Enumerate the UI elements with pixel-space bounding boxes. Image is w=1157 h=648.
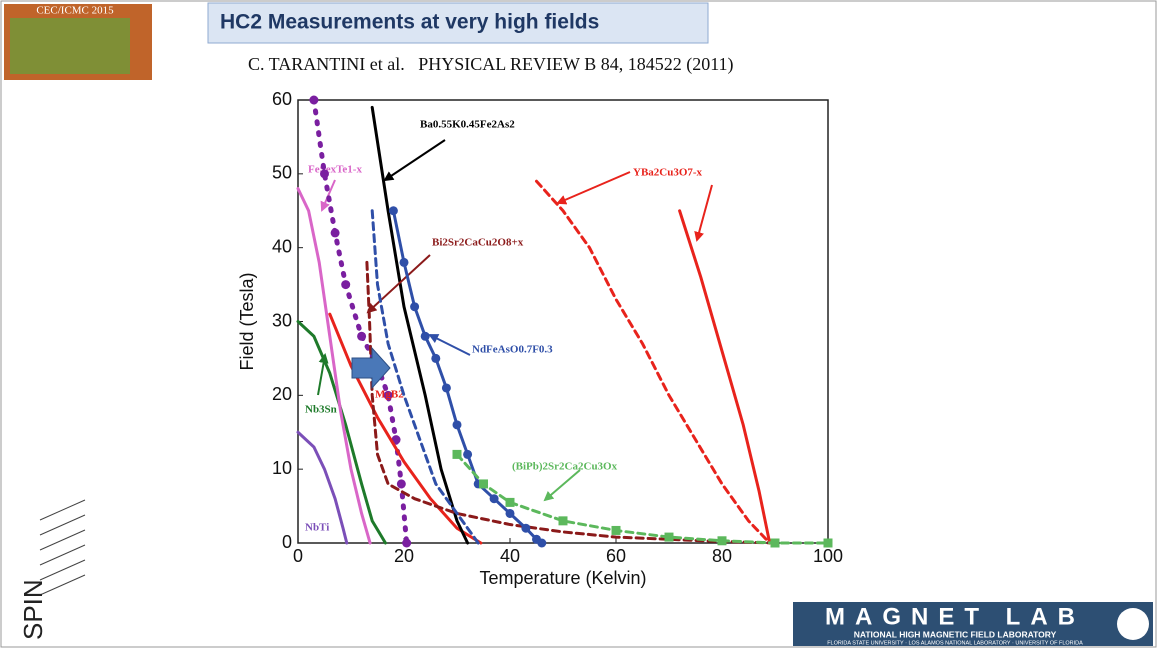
series-label: Nb3Sn [305,404,337,416]
x-tick-label: 40 [500,546,520,566]
marker [420,331,430,341]
marker [664,532,674,542]
y-tick-label: 50 [272,163,292,183]
label-arrow [320,179,336,212]
marker [505,497,515,507]
series-line [296,320,387,545]
lab-logo: MAGNET LAB [825,603,1085,630]
label-arrow [694,184,713,242]
marker [383,390,393,400]
x-tick-label: 80 [712,546,732,566]
marker [770,538,780,548]
citation: C. TARANTINI et al. PHYSICAL REVIEW B 84… [248,54,734,75]
label-arrow [428,334,471,356]
series-line [328,312,483,545]
plot-area [297,99,829,544]
y-tick-label: 60 [272,89,292,109]
marker [330,228,340,238]
series-line [296,430,349,545]
y-tick-label: 30 [272,310,292,330]
series-label: Ba0.55K0.45Fe2As2 [420,119,515,131]
x-tick-label: 100 [813,546,843,566]
marker [309,95,319,105]
series-line [296,187,372,545]
marker [357,331,367,341]
y-tick-label: 20 [272,384,292,404]
series-label: FeSexTe1-x [308,164,362,176]
title-box [207,2,709,44]
lab-emblem [1117,608,1149,640]
marker [611,525,621,535]
marker [452,449,462,459]
marker [463,449,473,459]
x-tick-label: 20 [394,546,414,566]
x-tick-label: 60 [606,546,626,566]
series-line [311,97,410,546]
x-axis-label: Temperature (Kelvin) [479,568,646,588]
marker [320,169,329,179]
marker [505,508,515,518]
marker [558,516,568,526]
marker [341,280,351,290]
x-tick-label: 0 [293,546,303,566]
label-arrow [317,353,329,396]
y-tick-label: 40 [272,236,292,256]
label-arrow [366,254,431,314]
series-line [535,179,772,545]
conference-logo: CEC/ICMC 2015 [36,5,114,17]
series-line [370,105,470,545]
marker [452,420,462,430]
marker [537,538,547,548]
lab-name: NATIONAL HIGH MAGNETIC FIELD LABORATORY [854,629,1057,639]
marker [399,257,409,267]
y-tick-label: 0 [282,532,292,552]
label-arrow [383,139,446,182]
series-label: NbTi [305,522,329,534]
marker [410,302,420,312]
spin-logo-art [39,499,86,596]
marker [479,479,488,489]
marker [489,494,499,504]
series-label: YBa2Cu3O7-x [633,167,703,179]
label-arrow [543,469,581,502]
slide-title: HC2 Measurements at very high fields [220,11,599,34]
y-tick-label: 10 [272,458,292,478]
marker [388,206,398,216]
lab-logo-box [793,602,1153,646]
series-line [370,209,480,545]
marker [521,523,531,533]
marker [717,536,727,546]
marker [823,538,833,548]
series-label: Bi2Sr2CaCu2O8+x [432,237,524,249]
series-label: MgB2 [375,389,404,401]
marker [441,383,451,393]
marker [396,479,406,489]
highlight-arrow [351,346,391,390]
marker [402,538,412,548]
series-label: NdFeAsO0.7F0.3 [472,344,553,356]
lab-partners: FLORIDA STATE UNIVERSITY · LOS ALAMOS NA… [827,640,1083,646]
cactus-art [10,18,130,74]
series-label: (BiPb)2Sr2Ca2Cu3Ox [512,461,618,473]
marker [431,353,441,363]
label-arrow [556,171,631,205]
y-axis-label: Field (Tesla) [237,272,257,370]
series-line [678,209,772,545]
spin-logo: SPIN [18,579,48,640]
